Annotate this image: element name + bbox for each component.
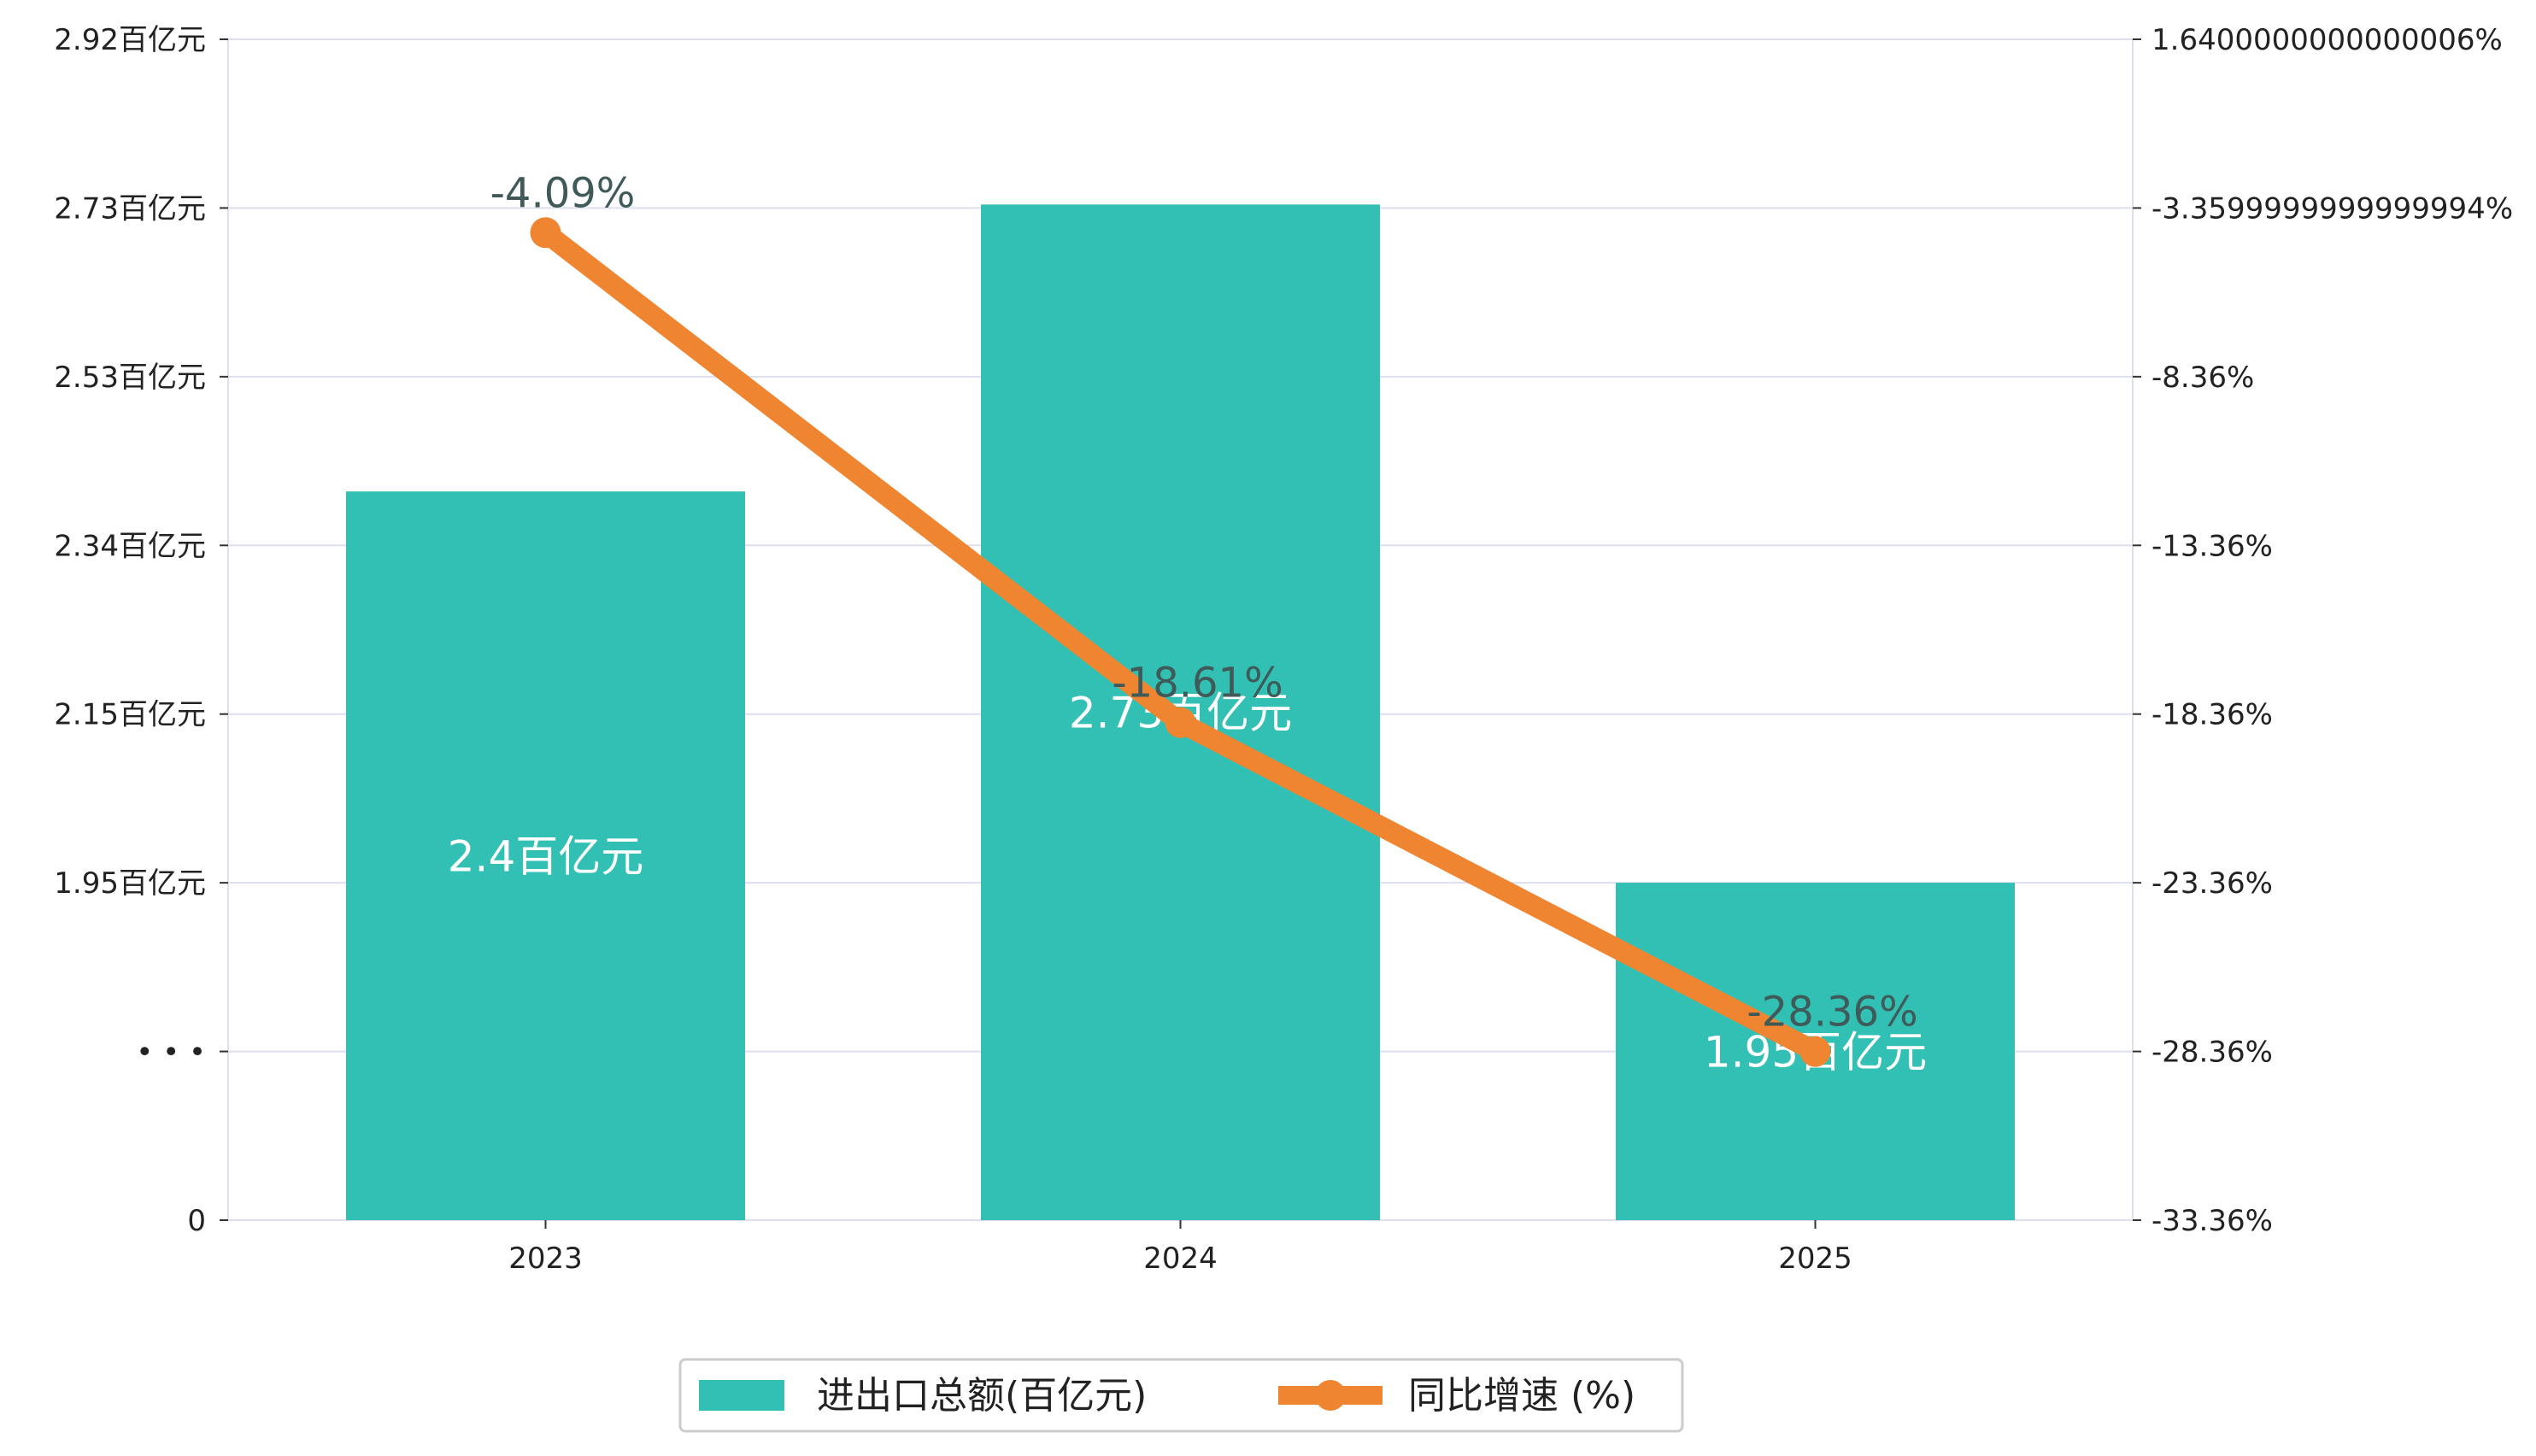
right-tick-label: -8.36% — [2151, 361, 2254, 395]
left-tick-label: 0 — [187, 1204, 206, 1238]
right-tick-label: -13.36% — [2151, 529, 2273, 563]
legend-box — [678, 1358, 1684, 1433]
left-tick-label: 2.34百亿元 — [54, 529, 206, 563]
right-tick-label: -33.36% — [2151, 1204, 2273, 1238]
right-tick-label: -23.36% — [2151, 866, 2273, 901]
line-value-label: -4.09% — [490, 169, 636, 217]
legend: 进出口总额(百亿元) 同比增速 (%) — [678, 1358, 1684, 1433]
left-tick-label: 2.53百亿元 — [54, 361, 206, 395]
left-tick-label: 2.92百亿元 — [54, 23, 206, 57]
x-axis-ticks: 2023 2024 2025 — [508, 1220, 1852, 1276]
line-point-2023 — [530, 217, 561, 249]
right-tick-label: -28.36% — [2151, 1036, 2273, 1070]
line-point-2024 — [1165, 707, 1196, 738]
x-tick-label: 2025 — [1778, 1242, 1852, 1276]
left-axis-ticks: 0 • • • 1.95百亿元 2.15百亿元 2.34百亿元 2.53百亿元 2.73百亿… — [54, 23, 228, 1238]
legend-label-bar: 进出口总额(百亿元) — [817, 1374, 1147, 1418]
left-tick-label: • • • — [136, 1036, 206, 1070]
legend-swatch-marker — [1315, 1380, 1346, 1411]
x-tick-label: 2024 — [1143, 1242, 1218, 1276]
right-tick-label: -18.36% — [2151, 698, 2273, 732]
right-tick-label: -3.3599999999999994% — [2151, 191, 2513, 226]
line-point-2025 — [1799, 1036, 1831, 1067]
bar-2023 — [346, 491, 745, 1220]
line-value-label: -28.36% — [1746, 989, 1917, 1036]
line-labels: -4.09% -18.61% -28.36% — [490, 169, 1918, 1036]
bar-value-label: 2.4百亿元 — [448, 832, 644, 882]
left-tick-label: 2.15百亿元 — [54, 698, 206, 732]
right-tick-label: 1.6400000000000006% — [2151, 23, 2503, 57]
line-series — [530, 217, 1831, 1067]
left-tick-label: 1.95百亿元 — [54, 866, 206, 901]
bar-series — [346, 204, 2015, 1220]
left-tick-label: 2.73百亿元 — [54, 191, 206, 226]
legend-label-line: 同比增速 (%) — [1408, 1374, 1635, 1418]
right-axis-ticks: -33.36% -28.36% -23.36% -18.36% -13.36% -8.36… — [2133, 23, 2513, 1238]
line-value-label: -18.61% — [1112, 660, 1283, 707]
x-tick-label: 2023 — [508, 1242, 583, 1276]
legend-swatch-bar — [699, 1380, 784, 1411]
